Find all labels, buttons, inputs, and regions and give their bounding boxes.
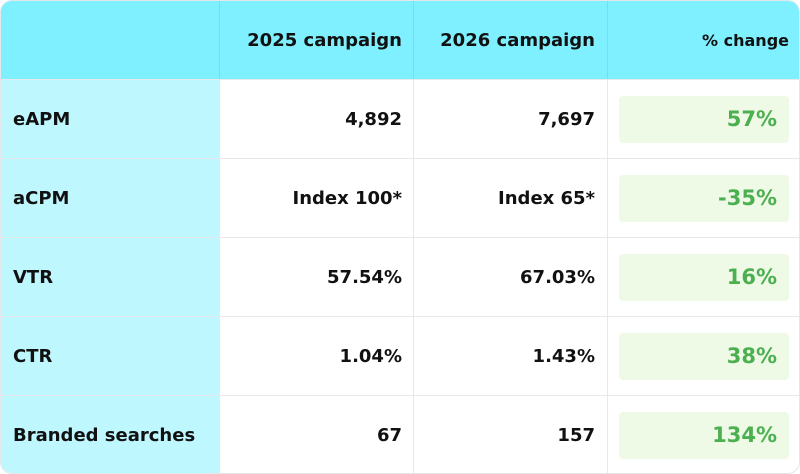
table-row: Branded searches 67 157 134% — [1, 395, 799, 473]
value-2026: 1.43% — [413, 317, 607, 395]
change-cell: -35% — [607, 159, 799, 237]
metric-label: CTR — [1, 317, 219, 395]
value-2025: 4,892 — [219, 80, 413, 158]
metric-label: aCPM — [1, 159, 219, 237]
change-badge: 38% — [619, 332, 789, 380]
metric-label: eAPM — [1, 80, 219, 158]
change-cell: 57% — [607, 80, 799, 158]
header-cell-2025: 2025 campaign — [219, 1, 413, 79]
value-2025: Index 100* — [219, 159, 413, 237]
header-cell-change: % change — [607, 1, 799, 79]
header-cell-2026: 2026 campaign — [413, 1, 607, 79]
value-2026: 157 — [413, 396, 607, 473]
change-badge: 134% — [619, 411, 789, 459]
change-cell: 16% — [607, 238, 799, 316]
value-2026: 67.03% — [413, 238, 607, 316]
metric-label: VTR — [1, 238, 219, 316]
value-2026: 7,697 — [413, 80, 607, 158]
table-row: aCPM Index 100* Index 65* -35% — [1, 158, 799, 237]
change-cell: 134% — [607, 396, 799, 473]
table-header-row: 2025 campaign 2026 campaign % change — [1, 1, 799, 79]
value-2026: Index 65* — [413, 159, 607, 237]
change-badge: -35% — [619, 174, 789, 222]
metric-label: Branded searches — [1, 396, 219, 473]
value-2025: 57.54% — [219, 238, 413, 316]
value-2025: 1.04% — [219, 317, 413, 395]
table-row: CTR 1.04% 1.43% 38% — [1, 316, 799, 395]
table-row: VTR 57.54% 67.03% 16% — [1, 237, 799, 316]
change-badge: 57% — [619, 95, 789, 143]
change-badge: 16% — [619, 253, 789, 301]
header-cell-metric — [1, 1, 219, 79]
change-cell: 38% — [607, 317, 799, 395]
table-row: eAPM 4,892 7,697 57% — [1, 79, 799, 158]
value-2025: 67 — [219, 396, 413, 473]
